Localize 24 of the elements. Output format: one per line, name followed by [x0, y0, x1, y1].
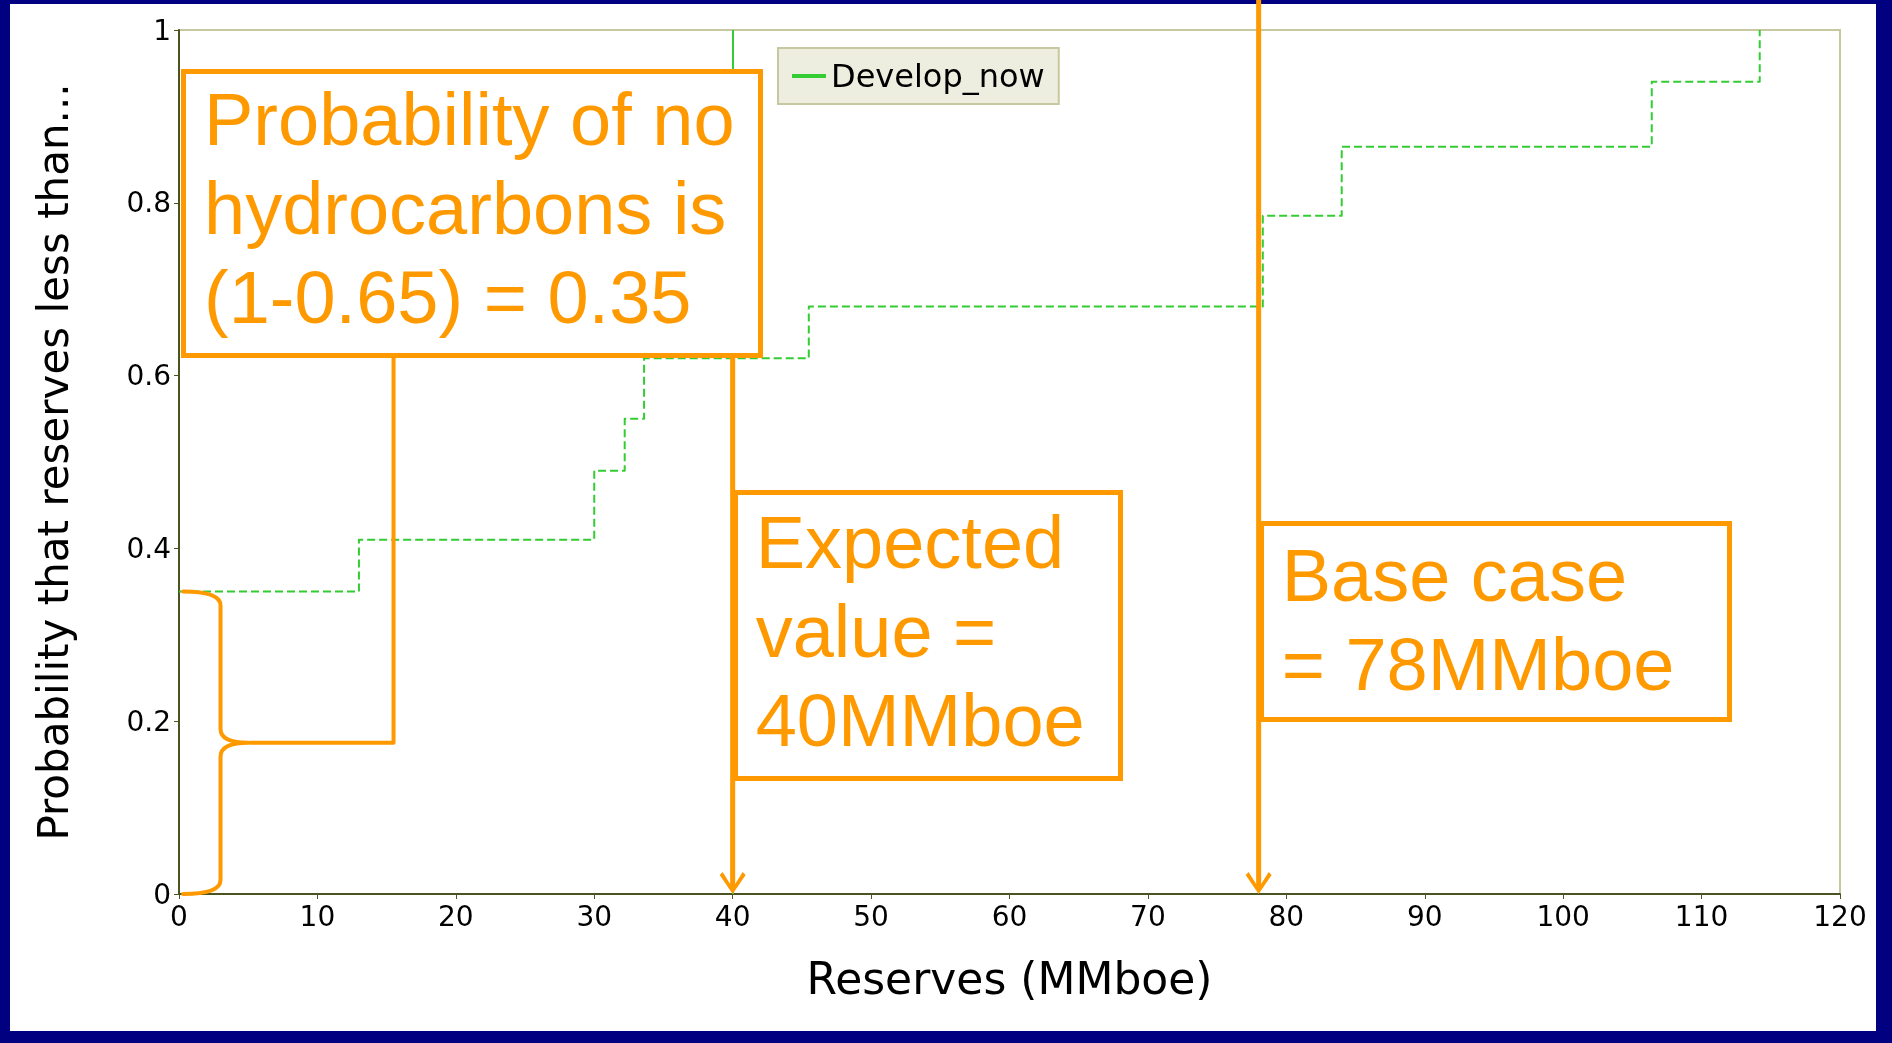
annotation: Expected value = 40MMboe — [732, 490, 1123, 781]
y-tick-label: 0.2 — [126, 704, 171, 738]
x-tick-label: 40 — [714, 899, 751, 933]
y-tick-label: 0.6 — [126, 359, 171, 393]
y-axis-title: Probability that reserves less than... — [28, 83, 78, 841]
x-tick-label: 30 — [576, 899, 613, 933]
legend-label: Develop_now — [831, 57, 1045, 95]
y-tick-label: 0 — [153, 877, 171, 911]
x-tick-label: 60 — [991, 899, 1028, 933]
y-tick-label: 1 — [153, 13, 171, 47]
annotation: Base case = 78MMboe — [1258, 521, 1732, 722]
x-tick-label: 80 — [1268, 899, 1305, 933]
x-tick-label: 10 — [299, 899, 336, 933]
annotation: Probability of no hydrocarbons is (1-0.65) = 0.35 — [181, 69, 763, 358]
x-tick-label: 110 — [1674, 899, 1729, 933]
x-tick-label: 100 — [1536, 899, 1590, 933]
x-tick-label: 90 — [1406, 899, 1443, 933]
x-tick-label: 70 — [1130, 899, 1166, 933]
y-tick-label: 0.4 — [126, 531, 171, 565]
y-tick-label: 0.8 — [126, 186, 171, 220]
x-tick-label: 120 — [1813, 899, 1867, 933]
x-axis-title: Reserves (MMboe) — [806, 952, 1213, 1004]
x-tick-label: 50 — [853, 899, 889, 933]
x-tick-label: 20 — [438, 899, 474, 933]
